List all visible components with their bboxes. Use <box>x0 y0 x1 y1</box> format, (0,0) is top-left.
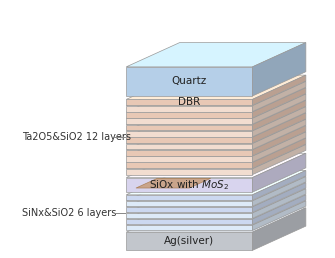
Text: SiOx with $MoS_2$: SiOx with $MoS_2$ <box>149 178 229 192</box>
Text: Ag(silver): Ag(silver) <box>164 236 214 246</box>
Polygon shape <box>126 75 306 99</box>
Polygon shape <box>253 138 306 168</box>
Polygon shape <box>253 208 306 250</box>
Polygon shape <box>126 107 306 131</box>
Text: Quartz: Quartz <box>172 76 207 86</box>
Polygon shape <box>253 153 306 192</box>
Polygon shape <box>126 99 253 105</box>
Polygon shape <box>126 195 306 219</box>
Polygon shape <box>126 171 306 195</box>
Polygon shape <box>126 150 253 156</box>
Polygon shape <box>126 126 306 150</box>
Polygon shape <box>126 112 253 118</box>
Polygon shape <box>253 82 306 111</box>
Polygon shape <box>253 126 306 156</box>
Polygon shape <box>126 169 253 175</box>
Polygon shape <box>253 75 306 105</box>
Polygon shape <box>253 43 306 96</box>
Polygon shape <box>126 208 306 232</box>
Polygon shape <box>253 171 306 200</box>
Polygon shape <box>126 176 306 201</box>
Polygon shape <box>126 43 306 67</box>
Polygon shape <box>126 156 253 162</box>
Polygon shape <box>126 163 253 168</box>
Text: DBR: DBR <box>178 97 200 107</box>
Polygon shape <box>253 132 306 162</box>
Polygon shape <box>253 195 306 224</box>
Polygon shape <box>126 94 306 118</box>
Polygon shape <box>126 232 253 250</box>
Polygon shape <box>126 88 306 112</box>
Polygon shape <box>253 189 306 218</box>
Polygon shape <box>126 178 253 192</box>
Polygon shape <box>126 225 253 230</box>
Polygon shape <box>126 132 306 156</box>
Polygon shape <box>126 118 253 124</box>
Polygon shape <box>253 94 306 124</box>
Text: SiNx&SiO2 6 layers: SiNx&SiO2 6 layers <box>22 208 116 217</box>
Text: Ta2O5&SiO2 12 layers: Ta2O5&SiO2 12 layers <box>22 132 131 142</box>
Polygon shape <box>253 107 306 137</box>
Polygon shape <box>126 67 253 96</box>
Polygon shape <box>126 144 306 169</box>
Polygon shape <box>126 131 253 137</box>
Polygon shape <box>253 176 306 206</box>
Polygon shape <box>126 143 253 149</box>
Polygon shape <box>253 119 306 149</box>
Polygon shape <box>126 189 306 213</box>
Polygon shape <box>126 183 306 207</box>
Polygon shape <box>126 125 253 131</box>
Polygon shape <box>253 100 306 131</box>
Polygon shape <box>126 138 306 163</box>
Polygon shape <box>253 88 306 118</box>
Polygon shape <box>126 213 253 218</box>
Polygon shape <box>126 113 306 137</box>
Polygon shape <box>126 100 306 125</box>
Polygon shape <box>126 207 253 212</box>
Polygon shape <box>253 201 306 230</box>
Polygon shape <box>126 106 253 111</box>
Polygon shape <box>126 153 306 178</box>
Polygon shape <box>126 219 253 224</box>
Polygon shape <box>136 178 211 188</box>
Polygon shape <box>253 183 306 212</box>
Polygon shape <box>126 195 253 200</box>
Polygon shape <box>253 113 306 143</box>
Polygon shape <box>126 137 253 143</box>
Polygon shape <box>126 82 306 106</box>
Polygon shape <box>126 201 306 225</box>
Polygon shape <box>253 144 306 175</box>
Polygon shape <box>126 119 306 143</box>
Polygon shape <box>126 201 253 206</box>
